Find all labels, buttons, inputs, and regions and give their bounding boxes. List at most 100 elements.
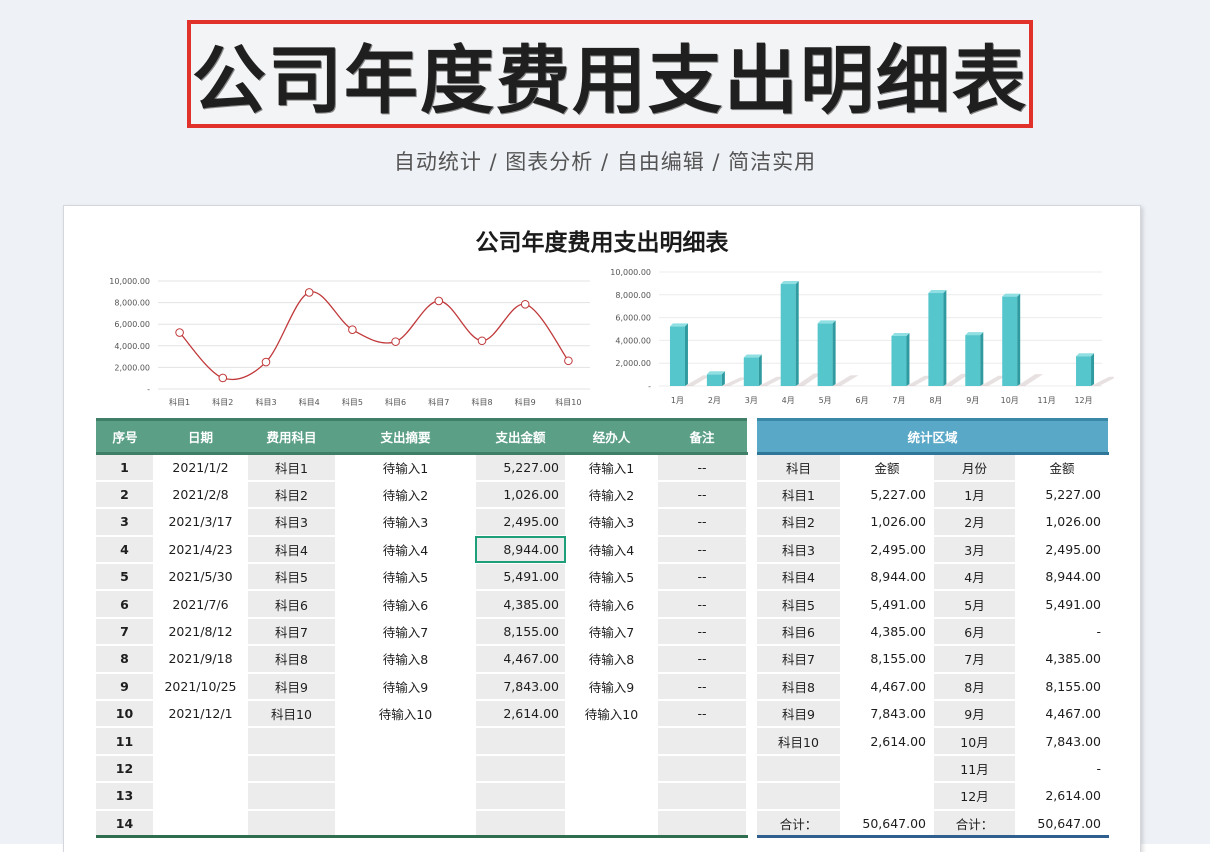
- column-header[interactable]: 支出摘要: [336, 418, 475, 455]
- line-chart-by-subject[interactable]: - 2,000.00 4,000.00 6,000.00 8,000.00 10,000.…: [94, 268, 594, 416]
- table-cell[interactable]: 科目6: [757, 617, 842, 647]
- table-cell[interactable]: 2021/8/12: [154, 617, 248, 647]
- table-cell[interactable]: 4: [96, 535, 155, 565]
- table-cell[interactable]: [475, 727, 567, 756]
- sheet-title[interactable]: 公司年度费用支出明细表: [475, 230, 729, 256]
- table-cell[interactable]: --: [657, 672, 748, 702]
- table-cell[interactable]: 科目8: [247, 645, 337, 674]
- table-cell[interactable]: 科目10: [757, 727, 842, 756]
- table-cell[interactable]: 1: [96, 453, 155, 482]
- table-cell[interactable]: 待输入6: [336, 590, 476, 619]
- selected-cell[interactable]: 8,944.00: [475, 535, 567, 565]
- table-cell[interactable]: 9月: [933, 700, 1017, 729]
- table-cell[interactable]: --: [657, 617, 748, 647]
- table-cell[interactable]: 4,385.00: [841, 617, 934, 647]
- table-cell[interactable]: 2021/9/18: [154, 645, 248, 674]
- table-cell[interactable]: 12: [96, 754, 155, 784]
- table-cell[interactable]: 8,944.00: [1016, 563, 1110, 592]
- table-cell[interactable]: --: [657, 480, 748, 510]
- table-cell[interactable]: [247, 782, 337, 811]
- table-cell[interactable]: 待输入2: [336, 480, 476, 510]
- table-cell[interactable]: 11月: [933, 754, 1017, 784]
- table-cell[interactable]: 8: [96, 645, 155, 674]
- table-cell[interactable]: [154, 809, 248, 839]
- table-cell[interactable]: 待输入1: [566, 453, 658, 482]
- table-cell[interactable]: 待输入7: [566, 617, 658, 647]
- table-cell[interactable]: 合计：: [757, 809, 842, 839]
- table-cell[interactable]: [566, 754, 658, 784]
- table-cell[interactable]: 9: [96, 672, 155, 702]
- table-cell[interactable]: 待输入10: [566, 700, 658, 729]
- bar-chart-by-month[interactable]: - 2,000.00 4,000.00 6,000.00 8,000.00 10,000.…: [594, 262, 1114, 412]
- table-cell[interactable]: [154, 754, 248, 784]
- table-cell[interactable]: 待输入6: [566, 590, 658, 619]
- table-cell[interactable]: 4,467.00: [475, 645, 567, 674]
- table-cell[interactable]: 科目7: [757, 645, 842, 674]
- table-cell[interactable]: 待输入3: [566, 508, 658, 537]
- table-cell[interactable]: 科目10: [247, 700, 337, 729]
- table-cell[interactable]: 科目4: [247, 535, 337, 565]
- table-cell[interactable]: 2,495.00: [475, 508, 567, 537]
- table-cell[interactable]: 科目6: [247, 590, 337, 619]
- table-cell[interactable]: 待输入3: [336, 508, 476, 537]
- table-cell[interactable]: 1,026.00: [1016, 508, 1110, 537]
- table-cell[interactable]: 50,647.00: [841, 809, 934, 839]
- table-cell[interactable]: 7,843.00: [1016, 727, 1110, 756]
- table-cell[interactable]: 科目2: [757, 508, 842, 537]
- table-cell[interactable]: 科目7: [247, 617, 337, 647]
- table-cell[interactable]: 科目9: [247, 672, 337, 702]
- table-cell[interactable]: [154, 782, 248, 811]
- table-cell[interactable]: 4,467.00: [1016, 700, 1110, 729]
- table-cell[interactable]: --: [657, 645, 748, 674]
- table-cell[interactable]: 科目8: [757, 672, 842, 702]
- table-cell[interactable]: 3月: [933, 535, 1017, 565]
- table-cell[interactable]: 7,843.00: [475, 672, 567, 702]
- table-cell[interactable]: 待输入4: [566, 535, 658, 565]
- table-cell[interactable]: 7: [96, 617, 155, 647]
- table-cell[interactable]: [657, 754, 748, 784]
- table-cell[interactable]: -: [1016, 617, 1110, 647]
- column-header[interactable]: 支出金额: [475, 418, 566, 455]
- table-cell[interactable]: 5: [96, 563, 155, 592]
- table-cell[interactable]: 科目3: [247, 508, 337, 537]
- table-cell[interactable]: 4,385.00: [475, 590, 567, 619]
- table-cell[interactable]: 2021/7/6: [154, 590, 248, 619]
- table-cell[interactable]: 2021/5/30: [154, 563, 248, 592]
- table-cell[interactable]: 2021/2/8: [154, 480, 248, 510]
- table-cell[interactable]: [336, 809, 476, 839]
- table-cell[interactable]: 3: [96, 508, 155, 537]
- table-cell[interactable]: 2,614.00: [1016, 782, 1110, 811]
- table-cell[interactable]: 1,026.00: [841, 508, 934, 537]
- table-cell[interactable]: [247, 727, 337, 756]
- table-cell[interactable]: [336, 754, 476, 784]
- table-cell[interactable]: 2021/4/23: [154, 535, 248, 565]
- table-cell[interactable]: 50,647.00: [1016, 809, 1110, 839]
- table-cell[interactable]: 7,843.00: [841, 700, 934, 729]
- column-header[interactable]: 经办人: [566, 418, 657, 455]
- table-cell[interactable]: 5,227.00: [1016, 480, 1110, 510]
- table-cell[interactable]: 2021/3/17: [154, 508, 248, 537]
- table-cell[interactable]: 5,491.00: [1016, 590, 1110, 619]
- table-cell[interactable]: 待输入7: [336, 617, 476, 647]
- table-cell[interactable]: [154, 727, 248, 756]
- column-header[interactable]: 备注: [657, 418, 747, 455]
- table-cell[interactable]: --: [657, 508, 748, 537]
- column-header[interactable]: 费用科目: [247, 418, 336, 455]
- table-cell[interactable]: 4月: [933, 563, 1017, 592]
- table-cell[interactable]: -: [1016, 754, 1110, 784]
- table-cell[interactable]: 8月: [933, 672, 1017, 702]
- table-cell[interactable]: 2021/1/2: [154, 453, 248, 482]
- table-cell[interactable]: [657, 727, 748, 756]
- table-cell[interactable]: 1,026.00: [475, 480, 567, 510]
- table-cell[interactable]: 科目3: [757, 535, 842, 565]
- table-cell[interactable]: 1月: [933, 480, 1017, 510]
- table-cell[interactable]: --: [657, 700, 748, 729]
- table-cell[interactable]: 待输入2: [566, 480, 658, 510]
- table-cell[interactable]: 2: [96, 480, 155, 510]
- table-cell[interactable]: 待输入8: [566, 645, 658, 674]
- table-cell[interactable]: 2021/10/25: [154, 672, 248, 702]
- table-cell[interactable]: 2,495.00: [1016, 535, 1110, 565]
- table-cell[interactable]: --: [657, 563, 748, 592]
- table-cell[interactable]: 待输入5: [566, 563, 658, 592]
- table-cell[interactable]: 8,155.00: [475, 617, 567, 647]
